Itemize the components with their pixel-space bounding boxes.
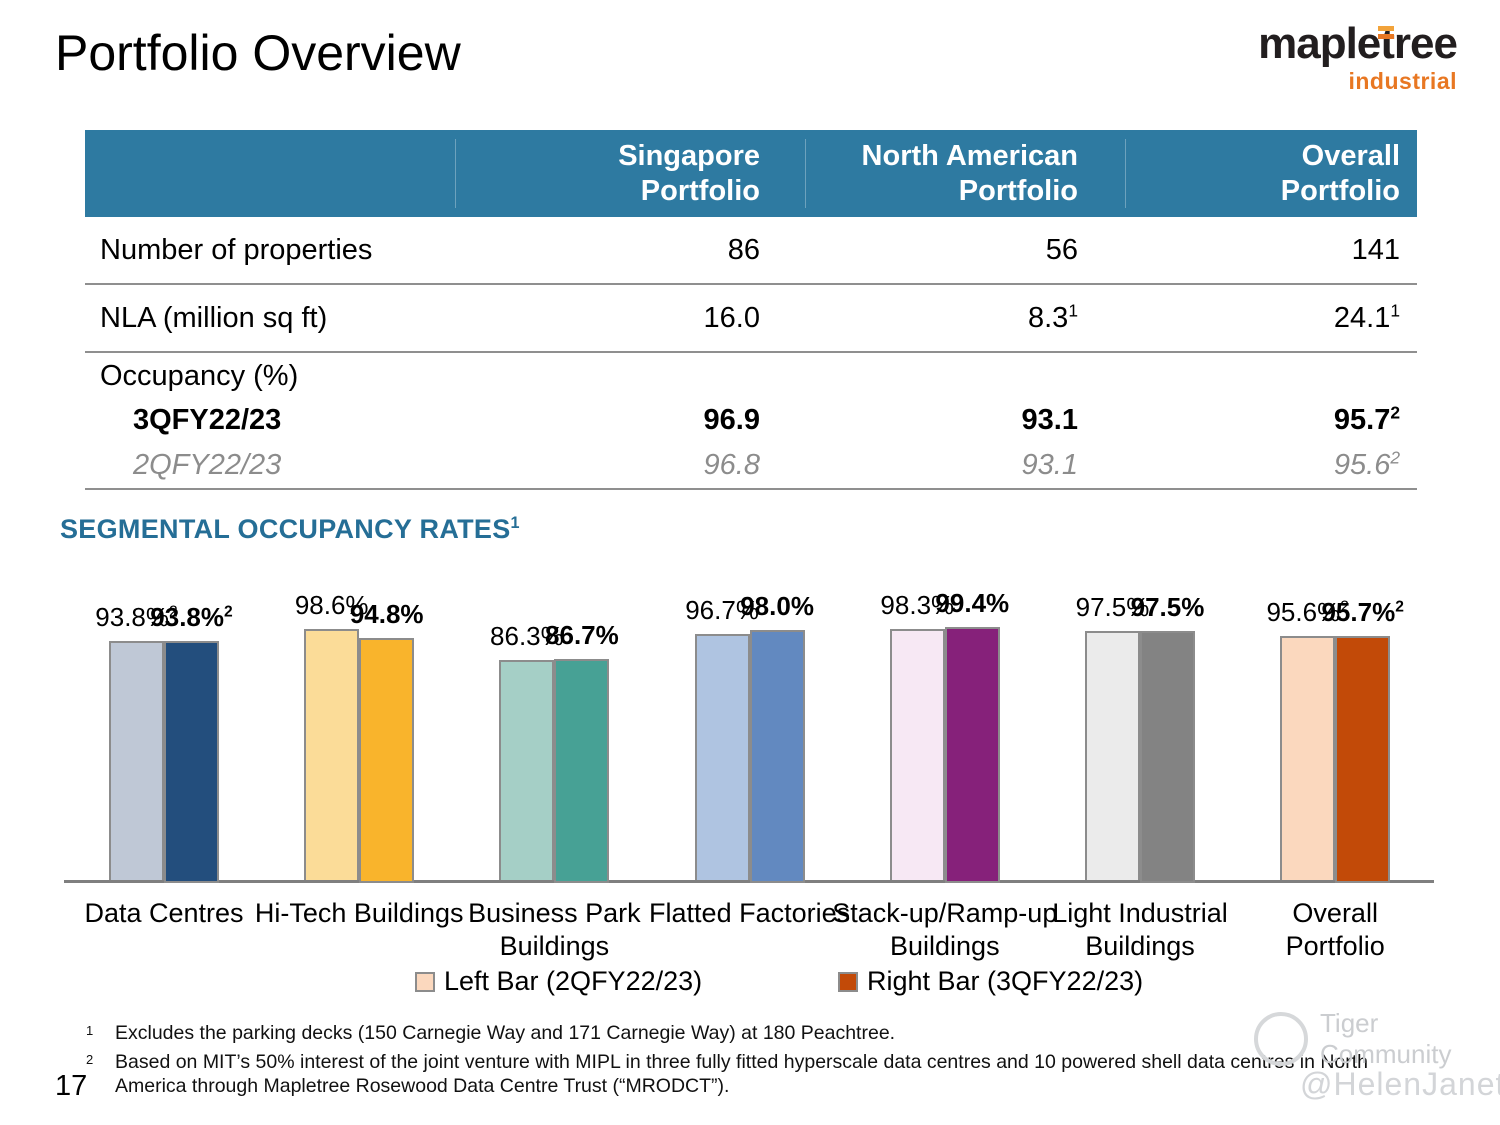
section-heading-text: SEGMENTAL OCCUPANCY RATES <box>60 514 511 544</box>
footnote-text: Excludes the parking decks (150 Carnegie… <box>115 1022 896 1044</box>
bar <box>359 638 415 883</box>
legend-item: Right Bar (3QFY22/23) <box>838 966 1143 997</box>
bar-value-label: 93.8%2 <box>95 602 178 632</box>
logo-division-label: industrial <box>1348 68 1457 94</box>
footnote-number: 2 <box>86 1052 94 1068</box>
row-label: NLA (million sq ft) <box>100 301 328 334</box>
bar <box>304 629 360 883</box>
logo-text-prefix: maple <box>1258 19 1381 68</box>
bar <box>694 634 750 883</box>
bar <box>109 641 164 883</box>
bar <box>889 629 945 883</box>
bar-value-label: 98.3% <box>880 590 955 620</box>
bar <box>499 660 555 883</box>
bar-value-label: 93.8%2 <box>150 602 233 632</box>
brand-logo: mapletree industrial <box>1258 19 1458 94</box>
bar-value-label: 86.7% <box>545 620 619 650</box>
table-row: Occupancy (%) <box>85 353 1417 399</box>
cell-value: 95.72 <box>1333 402 1400 436</box>
bar-value-label: 86.3% <box>490 621 564 651</box>
category-label: Overall Portfolio <box>1285 898 1385 961</box>
cell-value: 93.1 <box>1021 404 1078 436</box>
column-header-singapore: Singapore Portfolio <box>455 139 805 209</box>
legend-item: Left Bar (2QFY22/23) <box>415 966 702 997</box>
watermark-community-text: Tiger Community <box>1320 1008 1452 1069</box>
bar-value-label: 95.6%2 <box>1266 597 1349 627</box>
bar <box>1335 636 1391 883</box>
bar-value-label: 97.5% <box>1130 592 1205 622</box>
bar-value-label: 94.8% <box>349 599 424 629</box>
footnotes: 1 Excludes the parking decks (150 Carnegi… <box>86 1021 1386 1104</box>
cell-value: 96.9 <box>703 404 760 436</box>
category-label: Data Centres <box>84 898 244 928</box>
footnote-number: 1 <box>86 1023 94 1038</box>
bar-value-label: 98.6% <box>294 590 369 620</box>
section-heading: SEGMENTAL OCCUPANCY RATES1 <box>60 514 520 545</box>
bar <box>164 641 219 883</box>
bar <box>1085 631 1140 883</box>
legend-label: Right Bar (3QFY22/23) <box>867 966 1144 996</box>
bar-value-label: 96.7% <box>685 595 759 625</box>
table-row: NLA (million sq ft) 16.0 8.31 24.11 <box>85 285 1417 353</box>
category-labels: Data Centres Hi-Tech Buildings Business Pa… <box>0 897 1500 981</box>
page-title: Portfolio Overview <box>55 25 461 81</box>
cell-value: 8.31 <box>1028 299 1078 334</box>
footnote: 1 Excludes the parking decks (150 Carnegi… <box>86 1021 1386 1045</box>
cell-value: 16.0 <box>703 301 760 334</box>
page-number: 17 <box>55 1070 88 1102</box>
bar-value-label: 97.5% <box>1075 592 1150 622</box>
row-label: 2QFY22/23 <box>133 448 282 481</box>
category-label: Stack-up/Ramp-up Buildings <box>832 898 1058 961</box>
portfolio-table: Singapore Portfolio North American Portf… <box>85 130 1417 490</box>
chart-legend: Left Bar (2QFY22/23) Right Bar (3QFY22/23… <box>0 966 1500 1002</box>
bar <box>749 630 805 883</box>
cell-value: 95.62 <box>1333 446 1400 481</box>
cell-value: 56 <box>1045 233 1078 266</box>
bar-value-label: 98.0% <box>740 591 814 621</box>
bar-chart: 93.8%2 93.8%2 98.6% 94.8% 86.3% 86.7% 96.7% 98.… <box>0 588 1500 883</box>
footnote-text: Based on MIT’s 50% interest of the joint… <box>115 1051 1369 1098</box>
column-header-north-american: North American Portfolio <box>805 139 1125 209</box>
table-body: Number of properties 86 56 141 NLA (million … <box>85 217 1417 490</box>
x-axis-line <box>64 880 1434 883</box>
legend-label: Left Bar (2QFY22/23) <box>444 966 703 996</box>
category-label: Hi-Tech Buildings <box>254 898 464 928</box>
logo-t-bars-icon: t <box>1378 19 1395 68</box>
table-header: Singapore Portfolio North American Portf… <box>85 130 1417 217</box>
cell-value: 93.1 <box>1021 448 1078 481</box>
bar <box>1280 636 1336 883</box>
watermark-tiger-community: Tiger Community <box>1254 1008 1500 1070</box>
legend-swatch <box>838 971 858 992</box>
bar-value-label: 95.7%2 <box>1321 597 1404 627</box>
tiger-logo-icon <box>1254 1012 1308 1066</box>
legend-swatch <box>415 971 435 992</box>
cell-value: 96.8 <box>703 448 760 481</box>
bar <box>1140 631 1195 883</box>
category-label: Flatted Factories <box>649 898 851 928</box>
bar-value-label: 99.4% <box>935 588 1010 618</box>
logo-wordmark: mapletree <box>1258 19 1458 68</box>
bar <box>944 627 1000 883</box>
category-label: Light Industrial Buildings <box>1052 898 1228 961</box>
section-heading-footnote-marker: 1 <box>510 514 520 532</box>
row-label: Occupancy (%) <box>100 359 299 392</box>
category-label: Business Park Buildings <box>468 898 641 961</box>
column-header-overall: Overall Portfolio <box>1125 139 1417 209</box>
bar <box>554 659 610 883</box>
table-row: Number of properties 86 56 141 <box>85 217 1417 285</box>
table-row: 3QFY22/23 96.9 93.1 95.72 <box>85 399 1417 442</box>
footnote: 2 Based on MIT’s 50% interest of the join… <box>86 1050 1386 1098</box>
row-label: 3QFY22/23 <box>133 404 282 436</box>
logo-text-suffix: ree <box>1393 19 1458 68</box>
watermark-handle: @HelenJanet <box>1300 1066 1500 1102</box>
cell-value: 24.11 <box>1333 299 1400 334</box>
cell-value: 141 <box>1351 233 1400 266</box>
table-row: 2QFY22/23 96.8 93.1 95.62 <box>85 442 1417 490</box>
cell-value: 86 <box>727 233 760 266</box>
row-label: Number of properties <box>100 233 373 266</box>
